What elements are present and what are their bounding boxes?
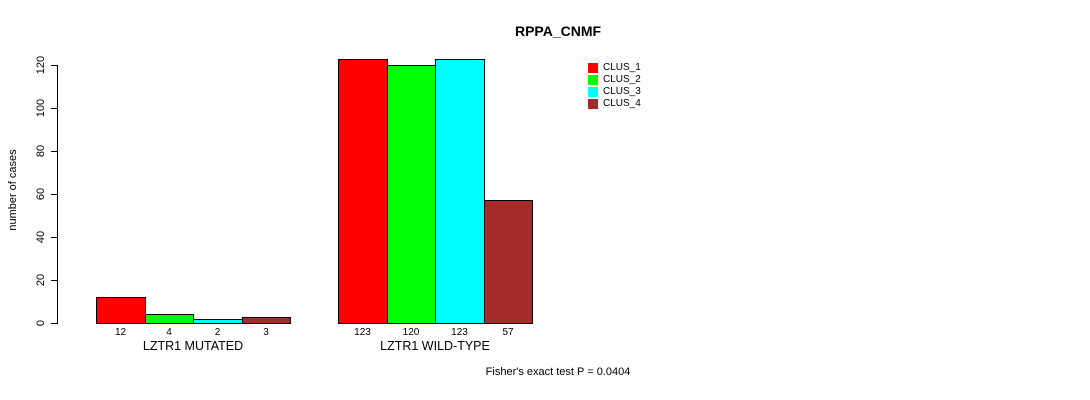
y-tick-mark bbox=[51, 194, 57, 195]
bar-clus_3-group2 bbox=[435, 59, 485, 324]
bar-value-label: 2 bbox=[214, 327, 221, 338]
y-axis-title: number of cases bbox=[7, 149, 19, 231]
bar-value-label: 4 bbox=[166, 327, 172, 338]
y-tick-label: 0 bbox=[35, 319, 47, 327]
legend: CLUS_1 CLUS_2 CLUS_3 CLUS_4 bbox=[588, 62, 641, 110]
y-tick-mark bbox=[51, 108, 57, 109]
group-label-wildtype: LZTR1 WILD-TYPE bbox=[380, 339, 490, 353]
legend-label-clus3: CLUS_3 bbox=[603, 86, 641, 97]
y-tick-mark bbox=[51, 280, 57, 281]
y-tick-label: 20 bbox=[35, 273, 47, 287]
bar-clus_2-group1 bbox=[145, 314, 194, 324]
bar-value-label: 120 bbox=[402, 327, 420, 338]
legend-label-clus4: CLUS_4 bbox=[603, 98, 641, 109]
y-tick-mark bbox=[51, 65, 57, 66]
legend-swatch-clus2 bbox=[588, 75, 598, 85]
legend-label-clus2: CLUS_2 bbox=[603, 74, 641, 85]
bar-value-label: 12 bbox=[114, 327, 127, 338]
legend-swatch-clus4 bbox=[588, 99, 598, 109]
bar-clus_1-group1 bbox=[96, 297, 146, 324]
bar-clus_4-group1 bbox=[242, 317, 291, 324]
group-label-mutated: LZTR1 MUTATED bbox=[142, 339, 244, 353]
y-tick-mark bbox=[51, 237, 57, 238]
bar-clus_1-group2 bbox=[338, 59, 388, 324]
y-tick-label: 120 bbox=[35, 55, 47, 75]
legend-swatch-clus3 bbox=[588, 87, 598, 97]
bar-value-label: 123 bbox=[451, 327, 468, 338]
legend-item-clus1: CLUS_1 bbox=[588, 62, 641, 74]
bar-value-label: 3 bbox=[263, 327, 269, 338]
legend-swatch-clus1 bbox=[588, 63, 598, 73]
y-tick-label: 80 bbox=[35, 144, 47, 158]
legend-item-clus4: CLUS_4 bbox=[588, 98, 641, 110]
pvalue-annotation: Fisher's exact test P = 0.0404 bbox=[485, 366, 631, 378]
chart-title: RPPA_CNMF bbox=[514, 23, 602, 39]
bar-clus_2-group2 bbox=[387, 65, 436, 324]
y-tick-mark bbox=[51, 151, 57, 152]
y-tick-label: 100 bbox=[35, 98, 47, 118]
legend-item-clus3: CLUS_3 bbox=[588, 86, 641, 98]
y-tick-label: 40 bbox=[35, 230, 47, 244]
bar-value-label: 57 bbox=[502, 327, 514, 338]
y-tick-mark bbox=[51, 323, 57, 324]
bar-clus_4-group2 bbox=[484, 200, 533, 324]
y-axis-line bbox=[57, 65, 58, 324]
legend-item-clus2: CLUS_2 bbox=[588, 74, 641, 86]
legend-label-clus1: CLUS_1 bbox=[603, 62, 641, 73]
y-tick-label: 60 bbox=[35, 187, 47, 201]
bar-clus_3-group1 bbox=[193, 319, 243, 324]
bar-value-label: 123 bbox=[354, 327, 371, 338]
